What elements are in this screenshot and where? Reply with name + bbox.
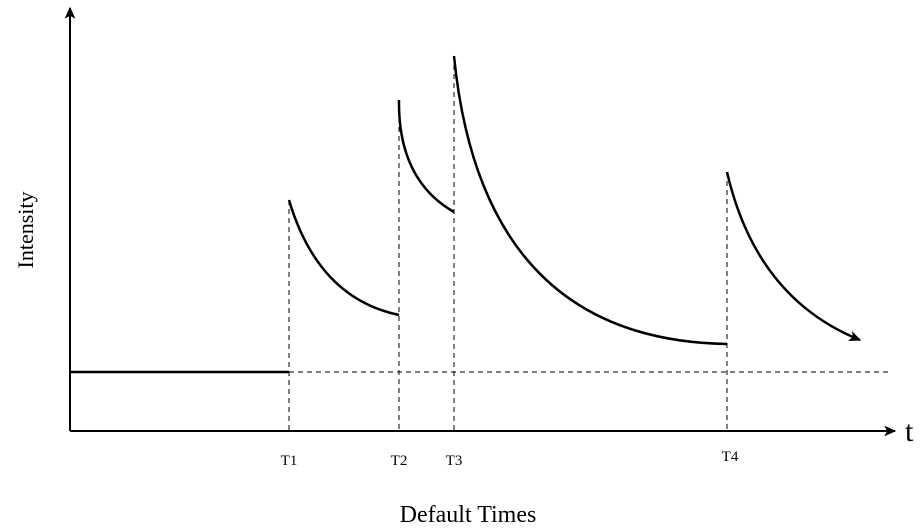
diagram-caption: Default Times (400, 502, 537, 528)
tick-label-t1: T1 (281, 453, 298, 469)
decay-curve-2 (397, 99, 455, 214)
tick-label-t3: T3 (446, 453, 463, 469)
decay-curve-3 (452, 55, 728, 346)
tick-label-t2: T2 (391, 453, 408, 469)
y-axis-label: Intensity (13, 192, 38, 269)
decay-curve-1 (287, 199, 400, 317)
tick-label-t4: T4 (722, 449, 739, 465)
decay-curve-4 (725, 171, 862, 342)
x-axis-letter: t (905, 415, 914, 448)
